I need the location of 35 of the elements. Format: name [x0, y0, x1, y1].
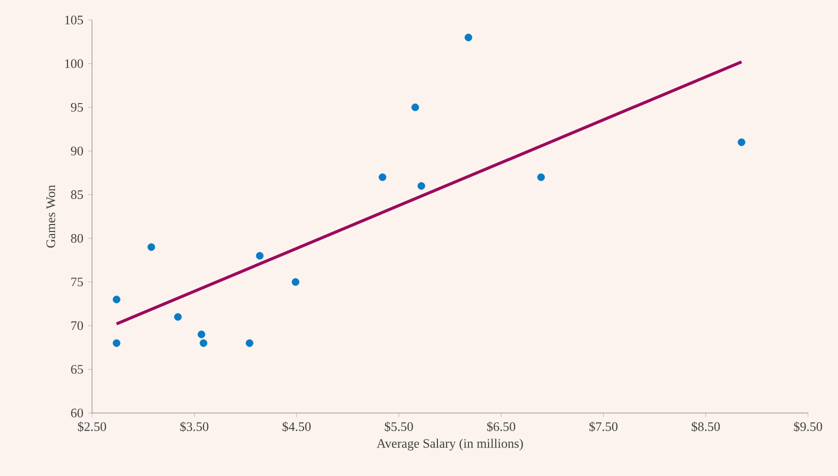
point	[411, 104, 420, 112]
y-tick-label: 95	[70, 102, 83, 112]
y-tick-label: 60	[71, 408, 83, 418]
point	[200, 339, 208, 347]
point	[418, 182, 426, 190]
y-tick-label: 80	[71, 234, 83, 243]
y-tick-label: 70	[71, 321, 83, 330]
x-tick-label: $4.50	[282, 422, 311, 432]
point	[464, 34, 472, 42]
y-tick-label: 65	[71, 364, 83, 374]
point	[256, 252, 264, 260]
x-tick-label: $7.50	[589, 422, 618, 432]
x-axis-title: Average Salary (in millions)	[376, 438, 523, 450]
y-tick-label: 75	[71, 278, 83, 286]
y-tick-label: 100	[65, 59, 83, 68]
point	[198, 330, 206, 338]
point	[174, 313, 182, 321]
point	[148, 243, 156, 251]
point	[378, 173, 386, 181]
x-tick-label: $9.50	[794, 422, 822, 432]
y-axis-title: Games Won	[46, 185, 56, 248]
point	[738, 138, 746, 146]
x-tick-label: $5.50	[384, 422, 413, 432]
point	[537, 173, 545, 181]
point	[112, 296, 120, 304]
point	[112, 339, 120, 347]
x-tick-label: $6.50	[487, 422, 516, 432]
y-tick-label: 85	[71, 190, 83, 200]
x-tick-label: $2.50	[78, 422, 106, 432]
x-tick-label: $3.50	[180, 422, 208, 432]
y-tick-label: 90	[70, 146, 83, 156]
y-tick-label: 105	[65, 16, 83, 24]
point	[292, 278, 300, 286]
point	[246, 339, 254, 347]
x-tick-label: $8.50	[692, 422, 720, 432]
